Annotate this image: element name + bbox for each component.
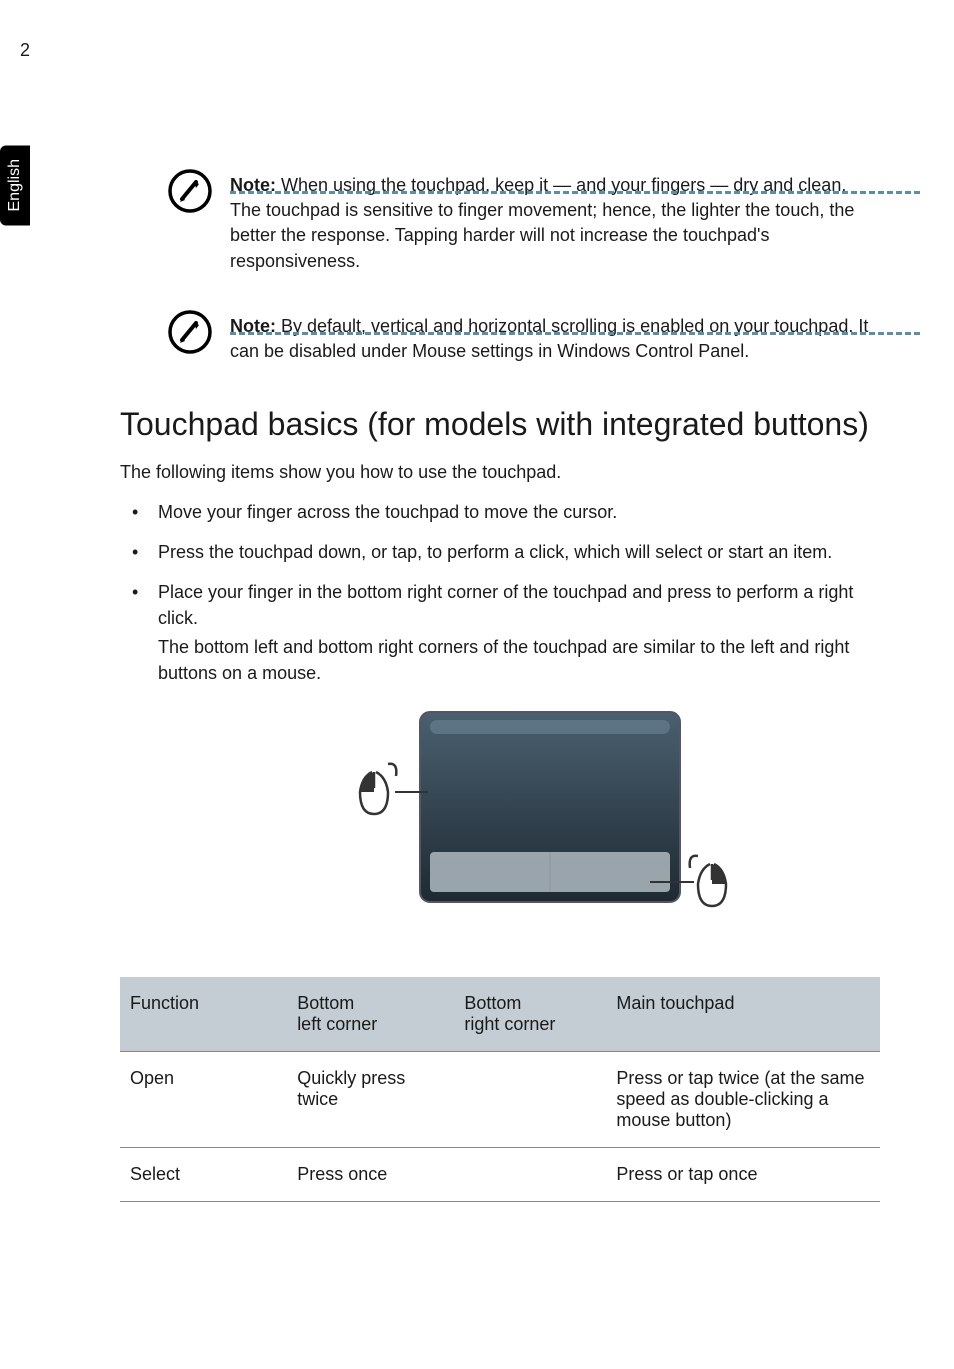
note-rule [230,332,920,335]
table-header: Bottom left corner [287,977,454,1052]
table-cell: Press once [287,1147,454,1201]
table-cell [454,1147,606,1201]
table-header: Bottom right corner [454,977,606,1052]
table-cell: Open [120,1051,287,1147]
list-item-extra: The bottom left and bottom right corners… [158,634,880,686]
bullet-list: Move your finger across the touchpad to … [120,499,880,686]
note-body: When using the touchpad, keep it — and y… [230,175,854,271]
note-block: Note: When using the touchpad, keep it —… [120,173,880,274]
note-icon [168,169,212,213]
note-text: Note: By default, vertical and horizonta… [230,314,880,364]
touchpad-diagram [120,702,880,947]
list-item: Move your finger across the touchpad to … [120,499,880,525]
page-content: Note: When using the touchpad, keep it —… [120,135,880,1202]
intro-text: The following items show you how to use … [120,462,880,483]
list-item: Press the touchpad down, or tap, to perf… [120,539,880,565]
table-row: Open Quickly press twice Press or tap tw… [120,1051,880,1147]
table-cell: Press or tap once [606,1147,880,1201]
note-body: By default, vertical and horizontal scro… [230,316,868,361]
table-cell: Quickly press twice [287,1051,454,1147]
page-number: 2 [20,40,30,61]
table-cell [454,1051,606,1147]
list-item-text: Place your finger in the bottom right co… [158,582,853,628]
language-tab: English [0,145,30,225]
section-heading: Touchpad basics (for models with integra… [120,404,880,444]
table-cell: Select [120,1147,287,1201]
table-header-row: Function Bottom left corner Bottom right… [120,977,880,1052]
list-item-text: Move your finger across the touchpad to … [158,502,617,522]
function-table: Function Bottom left corner Bottom right… [120,977,880,1202]
table-header: Main touchpad [606,977,880,1052]
note-rule [230,191,920,194]
note-text: Note: When using the touchpad, keep it —… [230,173,880,274]
note-icon [168,310,212,354]
list-item: Place your finger in the bottom right co… [120,579,880,685]
table-cell: Press or tap twice (at the same speed as… [606,1051,880,1147]
note-block: Note: By default, vertical and horizonta… [120,314,880,364]
table-header: Function [120,977,287,1052]
list-item-text: Press the touchpad down, or tap, to perf… [158,542,832,562]
table-row: Select Press once Press or tap once [120,1147,880,1201]
